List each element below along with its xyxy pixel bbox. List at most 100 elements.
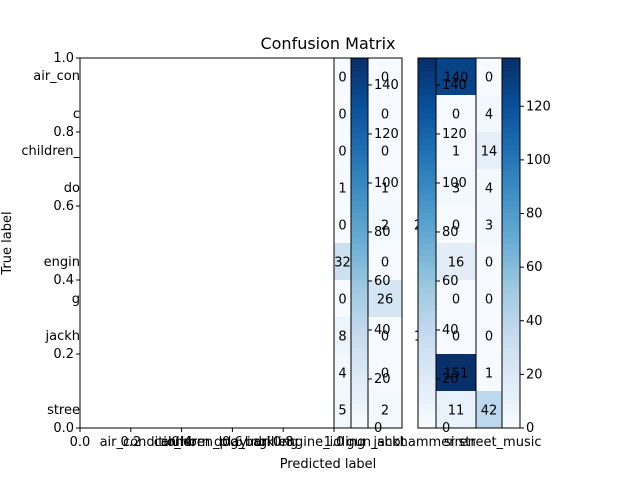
colorbar-tick-label: 120	[374, 127, 399, 142]
colorbar-segment	[418, 101, 436, 108]
heatmap-cell	[368, 354, 402, 392]
heatmap-cell-label: 4	[485, 108, 493, 123]
y-class-label: jackh	[45, 329, 81, 344]
outer-x-tick-label: 0.2	[120, 435, 141, 450]
heatmap-cell	[368, 132, 402, 170]
colorbar-segment	[351, 403, 368, 411]
colorbar-tick-label: 20	[374, 372, 391, 387]
colorbar-segment	[502, 366, 520, 374]
colorbar-segment	[351, 304, 368, 312]
colorbar-segment	[351, 58, 368, 65]
outer-y-ticks: 0.0 0.2 0.4 0.6 0.8 1.0	[53, 51, 80, 436]
heatmap-cell-label: 4	[338, 367, 346, 382]
colorbar-segment	[418, 273, 436, 281]
colorbar-segment	[502, 403, 520, 411]
heatmap-cell-label: 1	[485, 367, 493, 382]
colorbar-segment	[502, 341, 520, 349]
heatmap-cell-label: 1	[452, 145, 460, 160]
x-class-label: dog_bark	[214, 435, 275, 450]
colorbar-segment	[418, 119, 436, 127]
heatmap-cell	[436, 280, 476, 318]
colorbar-segment	[418, 397, 436, 404]
x-axis-label: Predicted label	[280, 457, 377, 472]
heatmap-cell-label: 0	[338, 71, 346, 86]
colorbar-segment	[418, 218, 436, 226]
outer-x-tick-label: 0.8	[273, 435, 294, 450]
colorbar-tick-label: 120	[526, 99, 551, 114]
colorbar-tick-label: 140	[374, 78, 399, 93]
x-class-labels: air_conditionercar_hornchildren_playingd…	[100, 435, 542, 450]
colorbar-frame	[417, 57, 437, 429]
heatmap-cell	[436, 132, 476, 170]
colorbar-segment	[418, 169, 436, 176]
colorbar-segment	[418, 107, 436, 115]
colorbar-segment	[418, 415, 436, 423]
colorbar-segment	[351, 144, 368, 152]
colorbar-tick-label: 80	[442, 225, 459, 240]
colorbar-segment	[351, 317, 368, 324]
colorbar-segment	[418, 421, 436, 429]
colorbar-segment	[351, 292, 368, 300]
colorbar-segment	[502, 310, 520, 318]
heatmap-cell	[334, 317, 351, 355]
colorbar-segment	[418, 230, 436, 238]
heatmap-cell-label: 14	[481, 145, 498, 160]
heatmap-cell	[368, 280, 402, 318]
colorbar-segment	[502, 125, 520, 133]
heatmap-cell-label: 0	[338, 219, 346, 234]
y-class-label: engin	[44, 255, 80, 270]
colorbar-segment	[502, 415, 520, 423]
colorbar-segment	[418, 243, 436, 250]
colorbar-segment	[502, 107, 520, 115]
heatmap-cell-label: 0	[485, 330, 493, 345]
colorbar-segment	[351, 82, 368, 90]
heatmap-cell	[476, 317, 502, 355]
colorbar-frame	[501, 57, 521, 429]
colorbar-segment	[502, 224, 520, 232]
colorbar-segment	[351, 187, 368, 195]
colorbar-segment	[418, 280, 436, 287]
colorbar-segment	[502, 409, 520, 417]
colorbar-tick-label: 40	[526, 314, 543, 329]
colorbar-segment	[418, 384, 436, 392]
colorbar-tick-label: 0	[526, 421, 534, 436]
colorbar-segment	[351, 199, 368, 207]
y-class-label: g	[72, 292, 80, 307]
colorbar-segment	[502, 304, 520, 312]
colorbar-tick-label: 20	[442, 372, 459, 387]
colorbar-segment	[418, 323, 436, 330]
colorbar-segment	[502, 391, 520, 398]
colorbar-segment	[418, 82, 436, 90]
heatmap-cell-label: 0	[338, 293, 346, 308]
x-class-label: children_playing	[161, 435, 267, 450]
colorbar-segment	[502, 144, 520, 152]
colorbar-segment	[502, 132, 520, 139]
heatmap-cell-label: 0	[381, 256, 389, 271]
colorbar-segment	[351, 378, 368, 386]
heatmap-panel-p4: 0 4 14 4 3 0 0 0 1 42	[475, 57, 503, 429]
colorbar-segment	[351, 280, 368, 287]
heatmap-cell-label: 0	[381, 145, 389, 160]
colorbar-segment	[418, 187, 436, 195]
colorbar-segment	[418, 403, 436, 411]
colorbar-segment	[502, 255, 520, 263]
heatmap-cell-label: 1	[338, 182, 346, 197]
heatmap-panel-p1: 0 0 0 1 0 32 0 8 4 5	[333, 57, 352, 429]
heatmap-cell	[334, 169, 351, 207]
colorbar-segment	[351, 224, 368, 232]
colorbar-segment	[418, 125, 436, 133]
colorbar-segment	[418, 372, 436, 380]
colorbar-segment	[502, 360, 520, 367]
colorbar-segment	[351, 236, 368, 244]
heatmap-cell-label: 0	[485, 293, 493, 308]
colorbar-segment	[502, 113, 520, 121]
colorbar-segment	[502, 70, 520, 78]
colorbar-segment	[351, 366, 368, 374]
heatmap-cell	[334, 95, 351, 133]
heatmap-cell-label: 0	[485, 256, 493, 271]
colorbar-tick-label: 100	[442, 176, 467, 191]
colorbar-segment	[418, 150, 436, 158]
heatmap-cell-label: 4	[485, 182, 493, 197]
colorbar-segment	[351, 341, 368, 349]
